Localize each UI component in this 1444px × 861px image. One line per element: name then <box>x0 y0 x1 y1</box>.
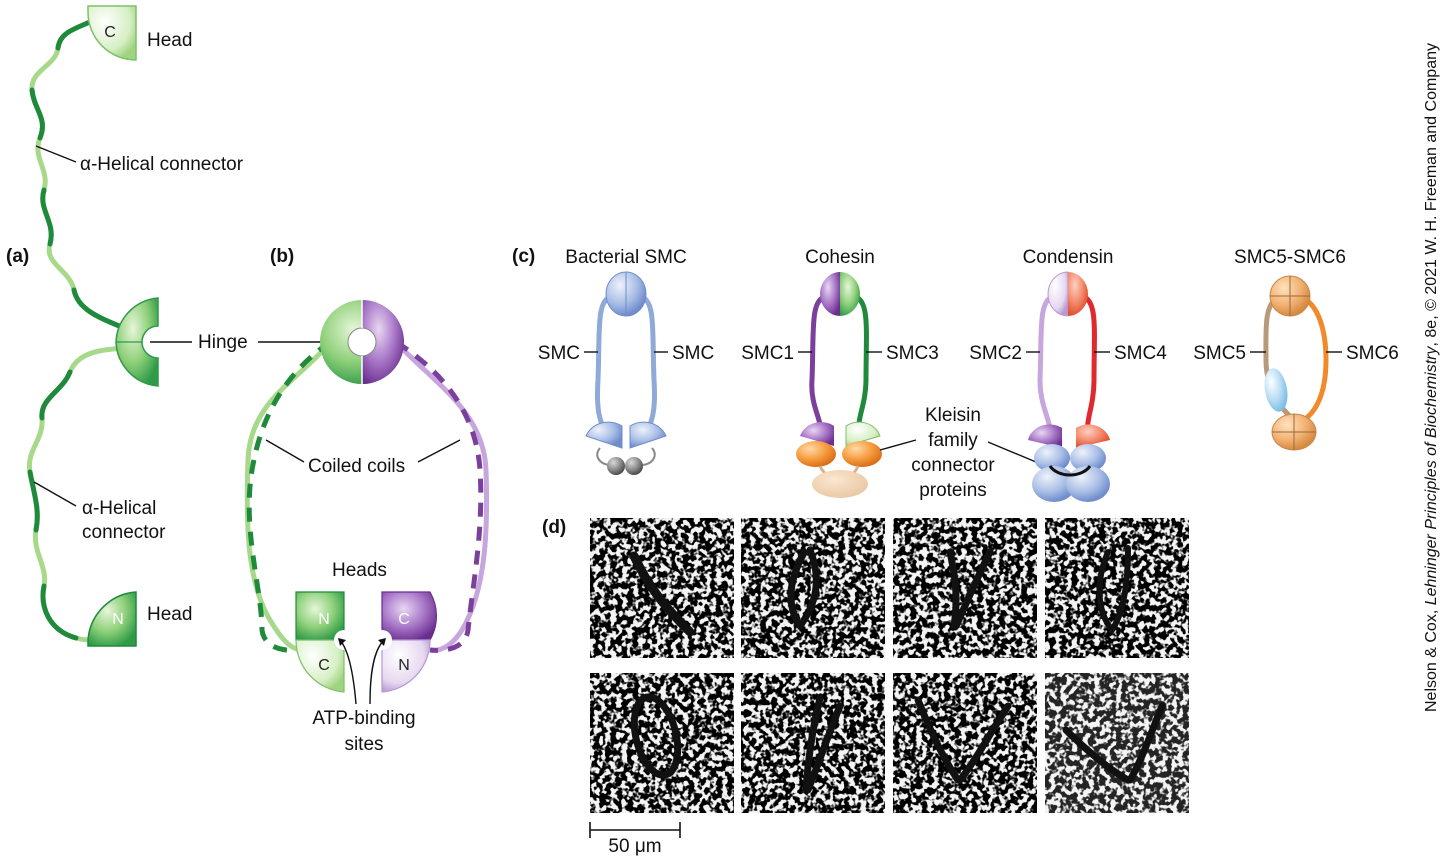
coiled-coil-right-light <box>394 340 490 653</box>
panel-label-c: (c) <box>512 246 535 267</box>
head-n-shape <box>87 591 137 647</box>
micrograph <box>741 518 885 658</box>
micrograph-grid <box>590 518 1189 813</box>
micrograph <box>893 673 1037 813</box>
subunit-right: SMC4 <box>1114 343 1167 364</box>
connector-bottom-label-1: α-Helical <box>82 498 156 519</box>
atp-label-1: ATP-binding <box>312 708 415 729</box>
panel-label-d: (d) <box>542 517 566 538</box>
atp-label-2: sites <box>344 734 383 755</box>
head-right-top-letter: C <box>398 611 410 628</box>
micrograph <box>590 673 734 813</box>
helical-connector-bottom-dark <box>27 369 79 641</box>
head-left-top-letter: N <box>318 611 330 628</box>
head-bottom-label: Head <box>147 604 192 625</box>
complex-bacterial-smc: Bacterial SMC SMC SMC <box>538 247 714 475</box>
micrograph <box>741 673 885 813</box>
head-right-n <box>381 639 431 693</box>
subunit-right: SMC6 <box>1346 343 1399 364</box>
head-left-c <box>295 639 345 693</box>
panel-label-b: (b) <box>270 246 294 267</box>
atp-arrow-left <box>339 639 357 705</box>
scale-bar: 50 μm <box>589 822 681 857</box>
complex-condensin: Condensin SMC2 SMC4 <box>969 247 1167 502</box>
complex-title: Cohesin <box>805 247 875 268</box>
micrograph <box>590 518 734 658</box>
panel-b: Coiled coils Heads N C C N ATP-binding s… <box>244 300 490 755</box>
subunit-left: SMC5 <box>1193 343 1246 364</box>
helical-connector-top <box>29 15 127 331</box>
panel-d: 50 μm <box>589 518 1189 857</box>
complex-smc5-smc6: SMC5-SMC6 SMC5 SMC6 <box>1193 247 1399 451</box>
connector-top-label: α-Helical connector <box>80 154 244 175</box>
head-left-bottom-letter: C <box>318 657 330 674</box>
panel-label-a: (a) <box>6 246 29 267</box>
subunit-right: SMC <box>672 343 714 364</box>
hinge-label: Hinge <box>198 332 248 353</box>
scale-bar-label: 50 μm <box>608 836 661 857</box>
coiled-coils-label: Coiled coils <box>308 456 405 477</box>
micrograph <box>1045 518 1189 658</box>
svg-text:connector: connector <box>911 455 995 476</box>
helical-connector-top-dark <box>29 15 127 331</box>
head-c-letter: C <box>104 24 116 41</box>
subunit-left: SMC2 <box>969 343 1022 364</box>
panel-c: Bacterial SMC SMC SMC Cohesin <box>538 247 1399 502</box>
connector-bottom-label-2: connector <box>82 522 166 543</box>
complex-title: Condensin <box>1023 247 1114 268</box>
svg-text:Kleisin: Kleisin <box>925 405 981 426</box>
complex-cohesin: Cohesin SMC1 SMC3 <box>741 247 939 498</box>
subunit-left: SMC1 <box>741 343 794 364</box>
svg-text:family: family <box>928 430 978 451</box>
micrograph <box>1045 673 1189 813</box>
credit-line: Nelson & Cox, Lehninger Principles of Bi… <box>1423 43 1440 712</box>
head-c-shape <box>87 5 137 61</box>
subunit-right: SMC3 <box>886 343 939 364</box>
hinge-ring-purple <box>362 300 404 384</box>
kleisin-label: Kleisin family connector proteins <box>879 405 1037 501</box>
head-n-letter: N <box>112 611 124 628</box>
heads-label: Heads <box>332 560 387 581</box>
micrograph <box>893 518 1037 658</box>
panel-a: C Head Hinge α-Helical connector α-Helic… <box>26 5 330 647</box>
complex-title: Bacterial SMC <box>565 247 686 268</box>
head-right-bottom-letter: N <box>398 657 410 674</box>
atp-arrow-right <box>369 639 385 705</box>
head-top-label: Head <box>147 30 192 51</box>
subunit-left: SMC <box>538 343 580 364</box>
complex-title: SMC5-SMC6 <box>1234 247 1346 268</box>
svg-text:proteins: proteins <box>919 480 987 501</box>
